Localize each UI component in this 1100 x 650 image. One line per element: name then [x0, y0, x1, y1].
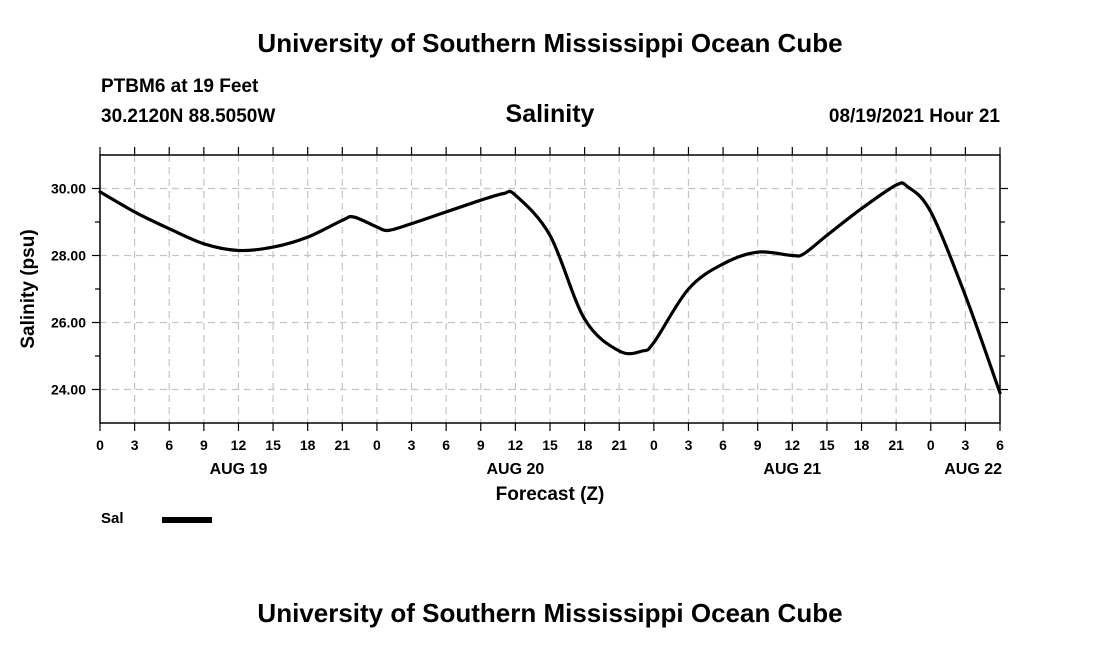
station-coordinates: 30.2120N 88.5050W: [101, 106, 276, 127]
plot-frame: [99, 154, 1001, 424]
x-tick-label: 6: [442, 437, 450, 453]
x-tick-label: 15: [819, 437, 835, 453]
x-tick-label: 6: [719, 437, 727, 453]
x-tick-label: 15: [265, 437, 281, 453]
header-title: University of Southern Mississippi Ocean…: [257, 28, 843, 58]
x-tick-label: 0: [373, 437, 381, 453]
legend-line-swatch: [162, 517, 212, 523]
chart-title: Salinity: [505, 100, 595, 128]
x-tick-label: 0: [927, 437, 935, 453]
x-tick-label: 3: [961, 437, 969, 453]
x-tick-label: 18: [577, 437, 593, 453]
x-tick-label: 6: [165, 437, 173, 453]
y-tick-label: 30.00: [51, 181, 86, 197]
x-tick-label: 3: [408, 437, 416, 453]
series-line-sal: [98, 181, 1002, 395]
legend-label: Sal: [101, 510, 124, 527]
x-tick-label: 0: [96, 437, 104, 453]
x-tick-label: 18: [854, 437, 870, 453]
x-tick-label: 21: [335, 437, 351, 453]
day-label: AUG 22: [944, 461, 1002, 478]
x-tick-label: 12: [231, 437, 247, 453]
y-axis-title: Salinity (psu): [18, 229, 39, 348]
x-tick-label: 12: [508, 437, 524, 453]
x-tick-label: 21: [888, 437, 904, 453]
x-axis-title: Forecast (Z): [496, 484, 605, 505]
y-tick-label: 26.00: [51, 315, 86, 331]
ticks: [92, 147, 1008, 431]
x-tick-label: 3: [131, 437, 139, 453]
x-tick-label: 21: [611, 437, 627, 453]
x-tick-label: 9: [477, 437, 485, 453]
x-tick-label: 12: [785, 437, 801, 453]
x-tick-label: 15: [542, 437, 558, 453]
x-tick-label: 18: [300, 437, 316, 453]
footer-title: University of Southern Mississippi Ocean…: [257, 598, 843, 628]
x-tick-label: 9: [754, 437, 762, 453]
day-label: AUG 20: [486, 461, 544, 478]
axis-labels: 0 3 6 9 12 15 18 21 0 3 6 9 12 15 18 21 0 3 6 9 12 15 18 21 0 3 6 2…: [51, 181, 1004, 479]
x-tick-label: 9: [200, 437, 208, 453]
station-label: PTBM6 at 19 Feet: [101, 76, 259, 97]
x-tick-label: 0: [650, 437, 658, 453]
y-tick-label: 28.00: [51, 248, 86, 264]
day-label: AUG 21: [763, 461, 821, 478]
y-tick-label: 24.00: [51, 382, 86, 398]
grid: [100, 155, 1000, 423]
day-label: AUG 19: [210, 461, 268, 478]
x-tick-label: 3: [685, 437, 693, 453]
x-tick-label: 6: [996, 437, 1004, 453]
forecast-timestamp: 08/19/2021 Hour 21: [828, 106, 1000, 127]
